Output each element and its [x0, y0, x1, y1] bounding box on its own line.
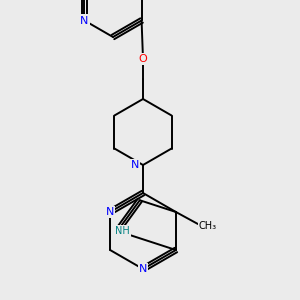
Text: N: N — [131, 160, 139, 170]
Text: N: N — [80, 16, 88, 26]
Text: N: N — [106, 207, 114, 217]
Text: O: O — [139, 54, 147, 64]
Text: CH₃: CH₃ — [199, 221, 217, 231]
Text: N: N — [139, 264, 147, 274]
Text: NH: NH — [115, 226, 130, 236]
